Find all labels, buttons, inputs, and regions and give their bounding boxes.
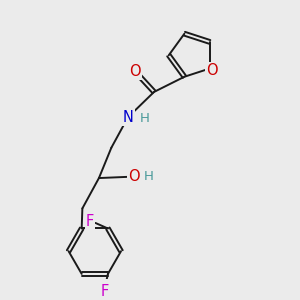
Text: H: H [140, 112, 149, 125]
Text: O: O [206, 63, 218, 78]
Text: O: O [129, 64, 140, 79]
Text: F: F [101, 284, 109, 299]
Text: N: N [122, 110, 134, 125]
Text: H: H [144, 170, 154, 183]
Text: F: F [86, 214, 94, 229]
Text: O: O [128, 169, 140, 184]
